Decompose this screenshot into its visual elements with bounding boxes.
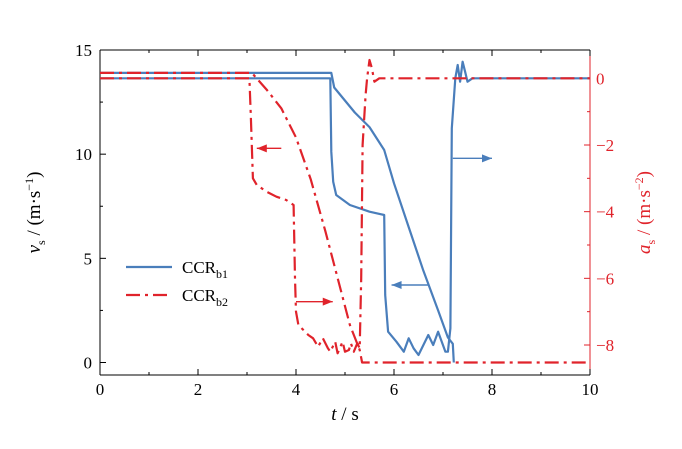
y-right-axis-title-var: a <box>634 244 655 254</box>
legend-label-main: CCR <box>182 258 217 277</box>
arrow-head <box>256 144 267 153</box>
series-group <box>100 58 590 364</box>
y-right-tick-label: −2 <box>596 136 614 155</box>
x-tick-label: 4 <box>292 380 301 399</box>
y-axis-right: 0 −2 −4 −6 −8 <box>584 69 615 355</box>
y-left-axis-title-sub: s <box>34 240 48 245</box>
x-tick-label: 2 <box>194 380 203 399</box>
y-left-axis-title-sup: −1 <box>22 178 36 191</box>
y-left-tick-label: 5 <box>84 249 93 268</box>
x-tick-label: 0 <box>96 380 105 399</box>
y-left-tick-label: 15 <box>75 41 92 60</box>
y-right-tick-label: −4 <box>596 203 615 222</box>
legend-label-sub: b1 <box>216 267 228 281</box>
series-b2-velocity-line <box>100 71 590 364</box>
y-right-axis-title-sup: −2 <box>632 177 646 190</box>
y-right-axis-title-unit: / (m·s <box>634 190 655 240</box>
x-axis: 0 2 4 6 8 10 <box>96 50 599 399</box>
series-b1-acceleration-line <box>100 60 590 357</box>
y-axis-left: 0 5 10 15 <box>75 41 106 373</box>
arrow-head <box>482 154 492 163</box>
series-b2-acceleration-line <box>100 58 590 355</box>
legend-label-sub: b2 <box>216 295 228 309</box>
y-left-axis-title-unit: / (m·s <box>24 191 45 241</box>
arrow-head <box>391 281 402 289</box>
x-tick-label: 10 <box>582 380 599 399</box>
y-right-axis-title-sub: s <box>644 239 658 244</box>
y-left-tick-label: 10 <box>75 145 92 164</box>
y-right-tick-label: −6 <box>596 269 614 288</box>
y-right-tick-label: −8 <box>596 336 614 355</box>
x-axis-title: t / s <box>331 404 358 425</box>
x-tick-label: 6 <box>390 380 399 399</box>
legend-label-main: CCR <box>182 286 217 305</box>
legend-label: CCRb1 <box>182 258 228 281</box>
plot-frame <box>99 49 591 376</box>
y-left-tick-label: 0 <box>84 354 93 373</box>
y-left-axis-title-unit-end: ) <box>24 172 45 178</box>
y-right-axis-title-unit-end: ) <box>634 171 655 177</box>
x-axis-title-var: t <box>331 404 337 425</box>
y-right-axis-title: as / (m·s−2) <box>632 171 658 254</box>
y-left-axis-title-var: v <box>24 244 45 253</box>
y-left-axis-title: vs / (m·s−1) <box>22 172 48 254</box>
series-b1-velocity-line <box>100 71 455 363</box>
legend-label: CCRb2 <box>182 286 228 309</box>
y-right-tick-label: 0 <box>596 69 605 88</box>
axis-titles: t / svs / (m·s−1)as / (m·s−2) <box>22 171 658 425</box>
arrow-head <box>322 297 333 306</box>
x-tick-label: 8 <box>488 380 497 399</box>
x-axis-title-unit: / s <box>337 404 359 425</box>
annotation-group <box>256 144 492 306</box>
